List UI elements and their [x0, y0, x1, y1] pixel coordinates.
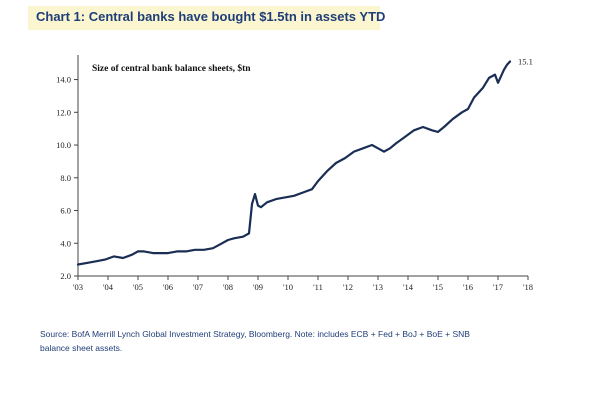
y-tick-label: 8.0 — [60, 173, 71, 183]
series-line — [76, 60, 512, 266]
source-note: Source: BofA Merrill Lynch Global Invest… — [40, 327, 580, 355]
y-tick-label: 14.0 — [56, 75, 71, 85]
x-tick-label: '05 — [133, 282, 143, 292]
x-tick-label: '10 — [283, 282, 293, 292]
y-tick-label: 4.0 — [60, 238, 71, 248]
source-line: Source: BofA Merrill Lynch Global Invest… — [40, 329, 470, 339]
x-tick-label: '14 — [403, 282, 414, 292]
end-value-label: 15.1 — [518, 57, 533, 67]
x-tick-label: '12 — [343, 282, 353, 292]
y-tick-label: 12.0 — [56, 107, 71, 117]
x-tick-label: '13 — [373, 282, 383, 292]
y-tick-label: 2.0 — [60, 271, 71, 281]
x-tick-label: '11 — [313, 282, 323, 292]
chart-title: Chart 1: Central banks have bought $1.5t… — [36, 9, 386, 24]
x-tick-label: '06 — [163, 282, 173, 292]
x-tick-label: '03 — [73, 282, 83, 292]
x-tick-label: '08 — [223, 282, 233, 292]
y-tick-label: 10.0 — [56, 140, 71, 150]
y-tick-label: 6.0 — [60, 206, 71, 216]
title-highlight — [28, 6, 380, 30]
x-tick-label: '18 — [523, 282, 533, 292]
x-tick-label: '16 — [463, 282, 473, 292]
x-tick-label: '15 — [433, 282, 443, 292]
x-tick-label: '07 — [193, 282, 203, 292]
source-line: balance sheet assets. — [40, 343, 123, 353]
x-tick-label: '09 — [253, 282, 263, 292]
chart-subtitle: Size of central bank balance sheets, $tn — [92, 63, 251, 74]
x-tick-label: '17 — [493, 282, 503, 292]
x-tick-label: '04 — [103, 282, 114, 292]
